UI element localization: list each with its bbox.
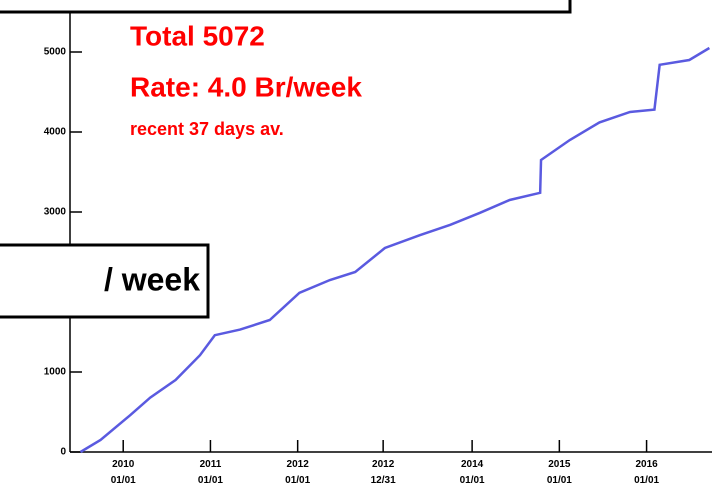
x-tick-label: 2016 01/01 <box>634 459 659 486</box>
x-tick-label: 2011 01/01 <box>198 459 223 486</box>
data-line <box>79 46 711 454</box>
rate-label: Rate: 4.0 Br/week <box>130 71 362 102</box>
y-tick-label: 0 <box>60 447 66 458</box>
x-tick-label: 2014 01/01 <box>460 459 485 486</box>
y-tick-label: 4000 <box>44 127 67 138</box>
y-tick-label: 3000 <box>44 207 67 218</box>
y-tick-label: 1000 <box>44 367 67 378</box>
x-tick-label: 2012 12/31 <box>371 459 396 486</box>
total-label: Total 5072 <box>130 20 265 51</box>
x-tick-label: 2015 01/01 <box>547 459 572 486</box>
x-tick-label: 2012 01/01 <box>285 459 310 486</box>
top-box <box>0 0 572 14</box>
y-tick-label: 5000 <box>44 47 67 58</box>
rate-box <box>0 243 210 319</box>
note-label: recent 37 days av. <box>130 119 284 139</box>
x-tick-label: 2010 01/01 <box>111 459 136 486</box>
rate-box-text: / week <box>104 261 200 297</box>
plot: 0 1000 3000 4000 5000 2010 01/01 2011 01/01 2012 0… <box>44 46 711 486</box>
